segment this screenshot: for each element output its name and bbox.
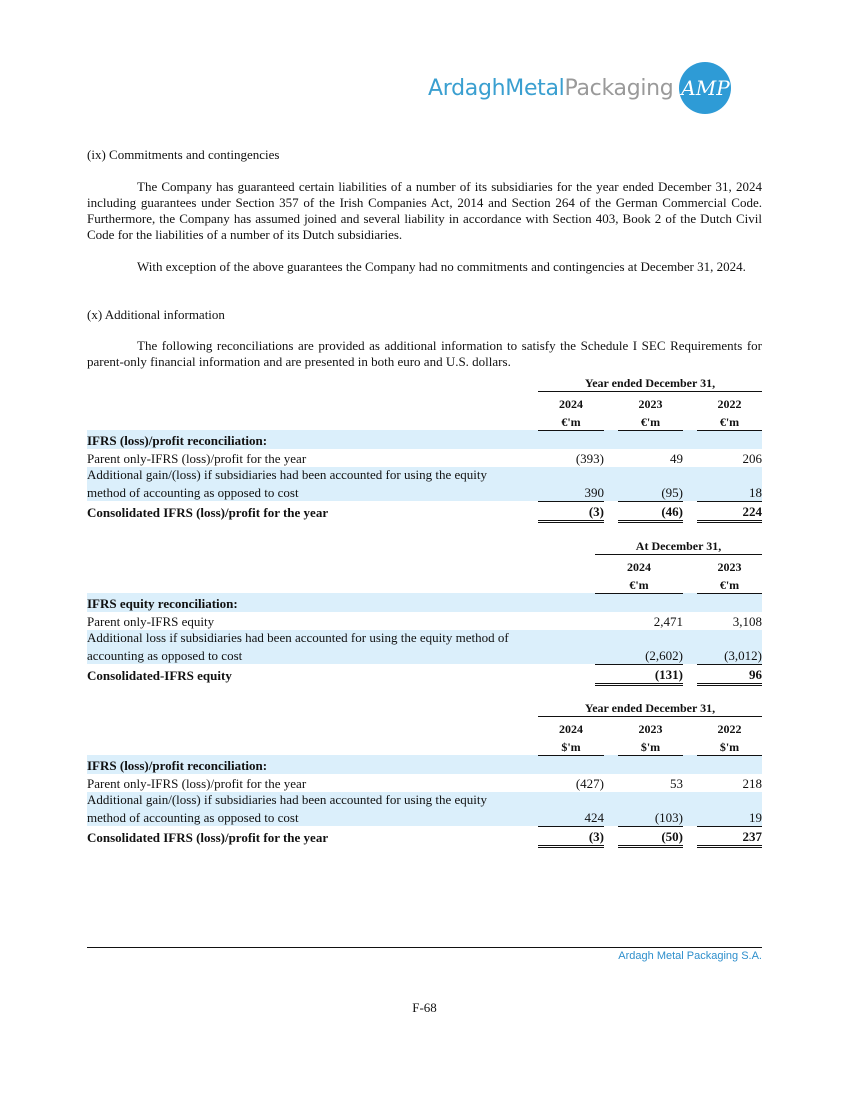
table-row: Parent only-IFRS equity 2,471 3,108 bbox=[87, 613, 762, 629]
section-ix-paragraph-2: With exception of the above guarantees t… bbox=[137, 259, 746, 274]
table-row: Additional gain/(loss) if subsidiaries h… bbox=[87, 791, 762, 808]
section-ix-title: (ix) Commitments and contingencies bbox=[87, 147, 280, 162]
section-x-title: (x) Additional information bbox=[87, 307, 225, 322]
table-row: Additional gain/(loss) if subsidiaries h… bbox=[87, 466, 762, 483]
table-row: method of accounting as opposed to cost 4… bbox=[87, 807, 762, 827]
total-row: Consolidated IFRS (loss)/profit for the … bbox=[87, 826, 762, 848]
table-row: method of accounting as opposed to cost 3… bbox=[87, 482, 762, 502]
table-row: Parent only-IFRS (loss)/profit for the y… bbox=[87, 450, 762, 466]
table-row: accounting as opposed to cost (2,602) (3,0… bbox=[87, 645, 762, 665]
usd-profit-reconciliation-table: Year ended December 31, 2024 2023 2022 $'m… bbox=[87, 698, 762, 848]
footer-company: Ardagh Metal Packaging S.A. bbox=[618, 950, 762, 962]
amp-logo-mark: AMP bbox=[679, 62, 732, 114]
page-number: F-68 bbox=[412, 1000, 437, 1015]
euro-profit-reconciliation-table: Year ended December 31, 2024 2023 2022 €'m… bbox=[87, 373, 762, 523]
section-ix-paragraph-1: The Company has guaranteed certain liabi… bbox=[87, 179, 762, 242]
table-row: Additional loss if subsidiaries had been… bbox=[87, 629, 762, 646]
footer-divider bbox=[87, 947, 762, 948]
section-x-paragraph-1: The following reconciliations are provid… bbox=[87, 338, 762, 369]
euro-equity-reconciliation-table: At December 31, 2024 2023 €'m €'m IFRS equ… bbox=[87, 536, 762, 686]
total-row: Consolidated IFRS (loss)/profit for the … bbox=[87, 501, 762, 523]
table-row: Parent only-IFRS (loss)/profit for the y… bbox=[87, 775, 762, 791]
company-logo: ArdaghMetal Packaging AMP bbox=[428, 62, 732, 114]
total-row: Consolidated-IFRS equity (131) 96 bbox=[87, 664, 762, 686]
